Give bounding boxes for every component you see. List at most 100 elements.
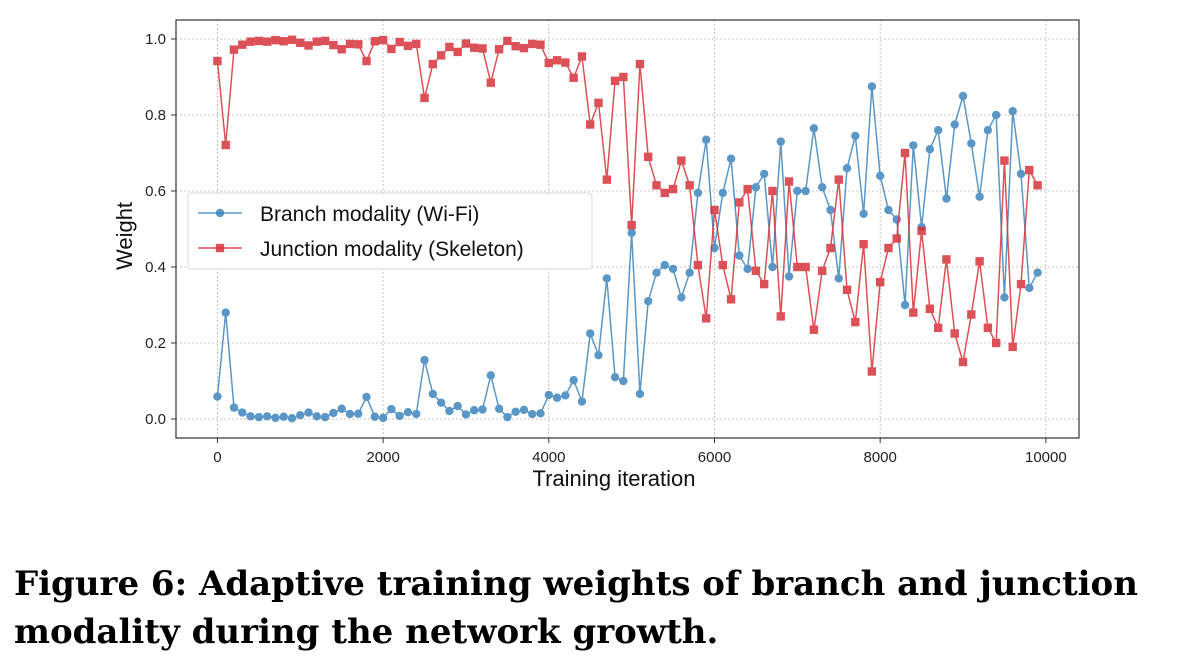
data-point-branch [892,215,901,224]
data-point-junction [453,47,462,57]
data-point-branch [793,186,802,196]
data-point-junction [1025,165,1034,175]
data-point-junction [859,240,868,249]
data-point-junction [668,184,678,194]
data-point-junction [817,266,827,275]
data-point-branch [909,141,918,150]
data-point-branch [610,373,620,382]
legend-label-junction: Junction modality (Skeleton) [260,238,524,261]
data-point-junction [420,93,429,103]
data-point-branch [586,329,595,338]
data-point-junction [552,56,562,65]
x-tick-label: 10000 [1025,449,1067,466]
data-point-junction [759,279,769,289]
y-tick-label: 0.8 [145,107,166,124]
data-point-branch [718,188,727,198]
data-point-junction [345,39,355,49]
data-point-branch [975,192,984,201]
plot-frame [175,19,1080,439]
data-point-junction [569,73,578,82]
data-point-junction [329,40,338,50]
data-point-junction [826,243,835,253]
data-point-junction [735,198,744,207]
data-point-branch [602,274,611,283]
x-tick-label: 0 [213,449,221,466]
data-point-branch [1000,293,1009,302]
data-point-branch [776,137,785,146]
series-junction [213,35,1042,376]
data-point-branch [494,404,504,413]
data-point-junction [461,39,471,48]
data-point-branch [279,412,288,421]
x-tick-label: 4000 [532,449,565,466]
data-point-junction [726,295,736,304]
data-point-branch [403,407,413,417]
data-point-branch [337,404,346,413]
data-point-junction [660,188,669,198]
data-point-junction [428,59,438,69]
data-point-junction [1000,156,1009,165]
data-point-branch [428,389,438,399]
data-point-branch [561,391,570,400]
data-point-branch [304,408,313,417]
data-point-junction [635,59,645,69]
data-point-branch [420,355,429,365]
data-point-junction [925,304,935,313]
data-point-junction [287,35,297,44]
data-point-junction [950,329,959,338]
data-point-junction [809,325,819,334]
data-point-branch [503,412,512,422]
data-point-junction [229,45,239,54]
data-point-branch [801,186,810,196]
data-point-branch [652,268,661,277]
data-point-junction [246,37,255,46]
data-point-branch [693,188,703,198]
x-tick-label: 2000 [366,449,399,466]
data-point-junction [900,148,910,158]
data-point-junction [619,72,628,82]
data-point-branch [354,409,363,418]
series-layer [213,35,1042,423]
data-point-branch [436,398,446,407]
data-point-junction [892,234,901,243]
data-point-junction [577,52,587,61]
data-point-junction [262,37,272,46]
data-point-branch [229,403,239,412]
data-point-branch [942,194,951,203]
data-point-branch [619,376,628,386]
data-point-branch [246,412,255,421]
data-point-junction [561,58,570,67]
legend-marker-branch [215,208,225,218]
data-point-junction [602,175,611,184]
data-point-branch [925,145,935,154]
data-point-branch [271,413,280,423]
data-point-junction [312,37,322,46]
data-point-branch [735,251,744,260]
data-point-junction [536,40,545,49]
data-point-junction [867,367,877,376]
data-point-junction [304,41,313,50]
data-point-junction [917,226,926,236]
data-point-junction [221,140,230,150]
y-tick-label: 0.2 [145,335,166,352]
data-point-junction [354,40,363,49]
data-point-branch [238,408,247,417]
data-point-branch [817,183,827,192]
data-point-branch [1008,107,1017,116]
data-point-junction [909,308,918,317]
data-point-branch [395,411,404,421]
data-point-branch [933,126,943,135]
data-point-junction [412,39,421,49]
data-point-branch [851,131,860,141]
data-point-branch [213,392,222,401]
data-point-branch [900,300,910,310]
data-point-branch [594,350,603,360]
data-point-branch [826,205,835,215]
data-point-junction [693,260,703,270]
data-point-branch [345,409,355,419]
data-point-junction [842,285,852,294]
data-point-junction [743,184,752,194]
data-point-junction [594,98,603,108]
data-point-branch [387,404,396,414]
data-point-branch [461,410,471,419]
